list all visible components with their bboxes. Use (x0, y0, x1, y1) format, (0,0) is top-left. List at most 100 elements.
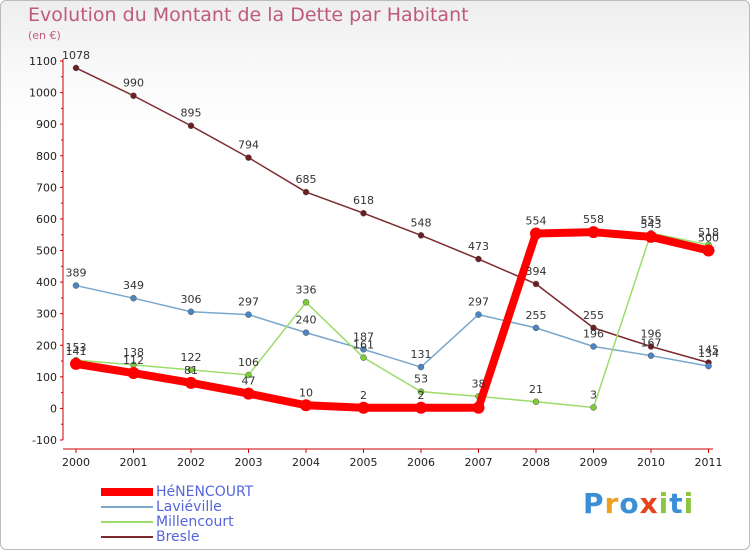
data-label-lavi-ville: 306 (181, 293, 202, 306)
data-label-lavi-ville: 297 (468, 296, 489, 309)
data-point-lavi-ville (130, 294, 137, 302)
data-point-h-nencourt (300, 399, 312, 412)
y-tick-label: 900 (36, 118, 57, 131)
data-label-h-nencourt: 543 (641, 218, 662, 231)
data-point-h-nencourt (415, 401, 427, 414)
series-line-bresle (75, 67, 710, 364)
x-tick-label: 2000 (62, 456, 90, 469)
data-label-lavi-ville: 187 (353, 330, 374, 343)
data-label-bresle: 794 (238, 139, 259, 152)
data-point-lavi-ville (590, 343, 597, 350)
data-label-lavi-ville: 196 (583, 328, 604, 341)
proxiti-logo: Proxiti (583, 487, 694, 520)
y-tick-label: 700 (36, 181, 57, 194)
logo-letter: i (683, 487, 695, 520)
data-label-millencourt: 555 (641, 214, 662, 227)
legend-swatch (101, 488, 153, 496)
x-tick-label: 2006 (407, 456, 435, 469)
data-label-millencourt: 153 (66, 341, 87, 354)
data-label-bresle: 548 (411, 216, 432, 229)
data-point-h-nencourt (357, 401, 370, 414)
data-point-lavi-ville (417, 363, 425, 371)
data-point-bresle (532, 280, 540, 288)
data-point-lavi-ville (705, 362, 712, 370)
y-tick-label: 300 (36, 308, 57, 321)
data-point-millencourt (302, 299, 310, 306)
data-label-lavi-ville: 389 (66, 267, 87, 280)
data-point-h-nencourt (702, 244, 715, 257)
logo-letter: r (604, 487, 620, 520)
logo-letter: o (619, 487, 640, 520)
data-point-bresle (72, 64, 80, 72)
data-label-millencourt: 53 (414, 373, 428, 386)
x-tick-label: 2007 (465, 456, 493, 469)
data-label-bresle: 145 (698, 344, 719, 357)
data-label-lavi-ville: 134 (698, 347, 719, 360)
y-tick-label: 800 (36, 150, 57, 163)
legend-swatch (101, 521, 153, 523)
data-point-bresle (130, 92, 137, 99)
logo-letter: t (669, 487, 684, 520)
data-label-bresle: 394 (526, 265, 547, 278)
data-point-h-nencourt (185, 376, 197, 389)
legend-swatch (101, 506, 153, 508)
data-label-bresle: 1078 (62, 49, 90, 62)
series-line-millencourt (75, 232, 710, 409)
data-point-h-nencourt (70, 357, 82, 370)
data-point-lavi-ville (302, 329, 310, 336)
data-point-millencourt (245, 371, 252, 379)
data-label-bresle: 895 (181, 107, 202, 120)
data-point-millencourt (417, 388, 425, 395)
legend-label: Bresle (156, 529, 200, 545)
data-point-lavi-ville (475, 311, 482, 318)
data-label-millencourt: 3 (590, 388, 597, 401)
logo-letter: i (658, 487, 670, 520)
data-label-h-nencourt: 141 (66, 345, 87, 358)
data-point-bresle (302, 188, 310, 196)
series-line-h-nencourt (72, 228, 713, 412)
y-tick-label: 500 (36, 245, 57, 258)
data-label-lavi-ville: 167 (641, 337, 662, 350)
data-label-bresle: 473 (468, 240, 489, 253)
logo-letter: x (639, 487, 659, 520)
data-point-millencourt (360, 354, 367, 361)
data-label-h-nencourt: 112 (123, 354, 144, 367)
x-tick-label: 2008 (522, 456, 550, 469)
data-point-millencourt (187, 366, 195, 374)
legend-swatch (101, 536, 153, 538)
legend-label: Laviéville (156, 499, 222, 515)
data-label-bresle: 196 (641, 328, 662, 341)
data-label-h-nencourt: 47 (242, 375, 256, 388)
data-point-lavi-ville (187, 308, 195, 316)
data-label-millencourt: 38 (472, 377, 486, 390)
y-tick-label: -100 (32, 434, 57, 447)
data-label-bresle: 685 (296, 173, 317, 186)
data-label-millencourt: 122 (181, 351, 202, 364)
x-tick-label: 2010 (637, 456, 665, 469)
y-tick-label: 1100 (29, 55, 57, 68)
data-label-bresle: 618 (353, 194, 374, 207)
data-label-h-nencourt: 81 (184, 364, 198, 377)
data-point-lavi-ville (647, 352, 655, 359)
legend-label: Millencourt (156, 514, 234, 530)
x-tick-label: 2005 (350, 456, 378, 469)
data-point-lavi-ville (245, 311, 252, 318)
legend-label: HéNENCOURT (156, 484, 254, 500)
data-point-bresle (245, 154, 252, 161)
x-tick-label: 2009 (580, 456, 608, 469)
data-label-h-nencourt: 500 (698, 232, 719, 245)
chart-title: Evolution du Montant de la Dette par Hab… (28, 4, 469, 26)
line-chart: -100 0 100 200 300 400 500 600 700 800 900 1000 1100… (29, 49, 723, 469)
data-label-lavi-ville: 297 (238, 296, 259, 309)
y-tick-label: 0 (50, 402, 57, 415)
x-tick-label: 2003 (235, 456, 263, 469)
data-label-h-nencourt: 10 (299, 386, 313, 399)
data-label-lavi-ville: 349 (123, 279, 144, 292)
data-point-h-nencourt (242, 387, 255, 400)
y-tick-label: 100 (36, 371, 57, 384)
data-point-bresle (187, 122, 195, 129)
data-label-millencourt: 518 (698, 226, 719, 239)
data-label-millencourt: 161 (353, 339, 374, 352)
y-tick-label: 400 (36, 276, 57, 289)
